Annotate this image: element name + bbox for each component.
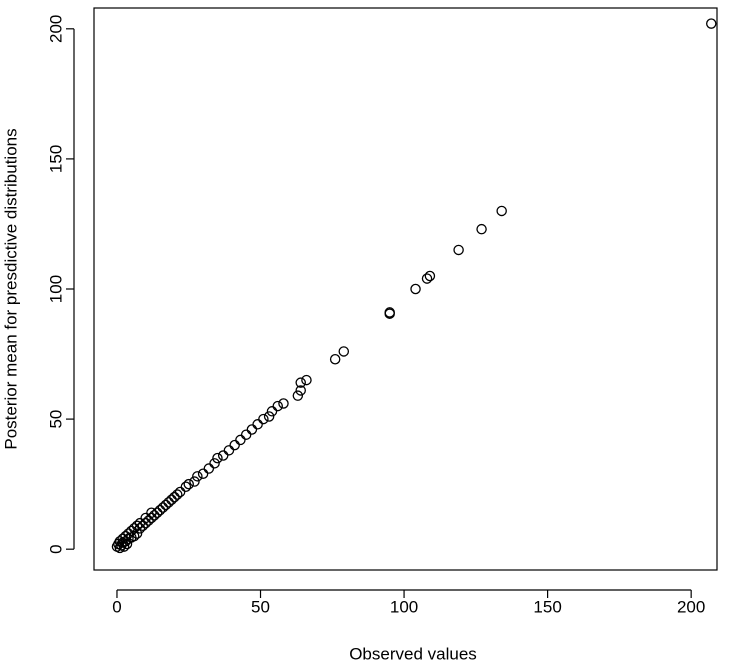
- point: [421, 273, 433, 284]
- point: [246, 424, 258, 435]
- point: [706, 18, 717, 29]
- point: [252, 419, 263, 430]
- point: [203, 463, 215, 474]
- point: [410, 283, 421, 295]
- point: [295, 385, 306, 396]
- point: [160, 499, 172, 511]
- plot-frame: [93, 7, 718, 571]
- point: [235, 434, 246, 446]
- point: [134, 523, 146, 534]
- point: [453, 244, 464, 256]
- x-axis-label: Observed values: [349, 644, 477, 662]
- point: [140, 517, 151, 529]
- point: [258, 413, 269, 425]
- point: [278, 398, 289, 409]
- point: [263, 411, 275, 422]
- point: [229, 439, 240, 451]
- point: [384, 307, 395, 318]
- point: [149, 510, 160, 521]
- point: [496, 205, 507, 217]
- point: [131, 528, 143, 539]
- point: [174, 486, 186, 498]
- point: [197, 468, 209, 479]
- x-tick-label: 150: [533, 597, 561, 616]
- point: [240, 429, 252, 440]
- point: [217, 450, 229, 461]
- point: [295, 377, 306, 388]
- point: [151, 507, 163, 519]
- point: [128, 530, 140, 542]
- point: [266, 406, 278, 417]
- point: [212, 452, 223, 464]
- x-tick-label: 100: [390, 597, 418, 616]
- x-tick-label: 50: [251, 597, 270, 616]
- point: [166, 494, 177, 505]
- point: [301, 374, 312, 386]
- y-axis-label: Posterior mean for presdictive distribut…: [1, 128, 20, 449]
- point: [118, 541, 130, 552]
- y-tick-label: 0: [46, 544, 65, 553]
- point: [223, 445, 235, 456]
- point: [146, 512, 157, 524]
- point: [272, 400, 283, 412]
- point: [163, 497, 174, 508]
- point: [209, 458, 220, 469]
- point: [476, 223, 487, 235]
- y-tick-label: 150: [46, 145, 65, 173]
- y-tick-label: 200: [46, 15, 65, 43]
- point: [424, 270, 436, 282]
- x-tick-label: 0: [112, 597, 121, 616]
- point: [183, 478, 194, 490]
- point: [172, 489, 183, 500]
- point: [169, 491, 180, 503]
- point: [157, 502, 169, 513]
- point: [154, 504, 166, 516]
- point: [189, 476, 200, 487]
- point: [338, 346, 350, 357]
- y-tick-label: 50: [46, 410, 65, 429]
- x-tick-label: 200: [677, 597, 705, 616]
- point: [180, 481, 192, 492]
- point: [292, 390, 304, 401]
- point: [329, 353, 341, 365]
- point: [192, 471, 203, 482]
- y-tick-label: 100: [46, 275, 65, 303]
